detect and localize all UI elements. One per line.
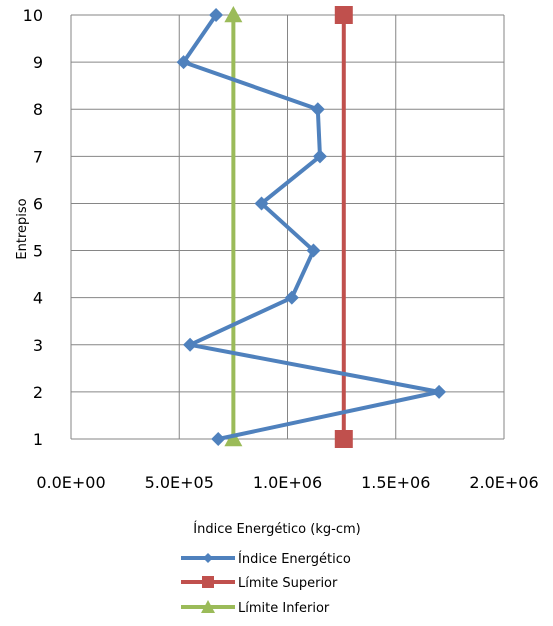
y-tick-label: 2	[33, 383, 43, 402]
x-tick-label: 0.0E+00	[36, 473, 105, 492]
data-point-diamond	[284, 290, 299, 305]
plot-series	[176, 6, 447, 448]
data-point-triangle	[224, 6, 243, 23]
legend-item: Índice Energético	[181, 551, 351, 567]
data-point-diamond	[312, 149, 327, 164]
data-point-diamond	[211, 432, 226, 446]
y-tick-label: 1	[33, 430, 43, 449]
series-line	[181, 13, 442, 441]
legend-label: Índice Energético	[238, 551, 351, 567]
data-point-diamond	[209, 8, 224, 22]
x-tick-label: 1.0E+06	[253, 473, 322, 492]
data-point-diamond	[176, 55, 191, 70]
legend-marker	[201, 600, 215, 613]
x-tick-label: 5.0E+05	[145, 473, 214, 492]
y-tick-label: 3	[33, 336, 43, 355]
series-2	[224, 6, 243, 447]
legend: Índice Energético Límite Superior Límite I…	[181, 551, 351, 616]
y-tick-label: 10	[23, 6, 43, 25]
y-tick-label: 7	[33, 147, 43, 166]
x-axis-ticks: 0.0E+00 5.0E+05 1.0E+06 1.5E+06 2.0E+06	[36, 473, 538, 492]
legend-item: Límite Superior	[181, 576, 338, 591]
legend-marker	[203, 553, 213, 563]
y-tick-label: 4	[33, 289, 43, 308]
data-point-diamond	[310, 102, 325, 117]
series-1	[334, 6, 353, 448]
y-tick-label: 9	[33, 53, 43, 72]
x-axis-title: Índice Energético (kg-cm)	[193, 521, 360, 537]
legend-item: Límite Inferior	[181, 600, 330, 616]
legend-label: Límite Inferior	[238, 601, 330, 616]
data-point-triangle	[224, 430, 243, 447]
data-point-diamond	[183, 337, 198, 352]
data-point-square	[334, 6, 353, 24]
y-tick-label: 8	[33, 100, 43, 119]
data-point-diamond	[254, 196, 269, 211]
data-point-diamond	[306, 243, 321, 258]
x-tick-label: 1.5E+06	[361, 473, 430, 492]
y-tick-label: 5	[33, 242, 43, 261]
y-tick-label: 6	[33, 194, 43, 213]
x-tick-label: 2.0E+06	[469, 473, 538, 492]
legend-label: Límite Superior	[238, 576, 338, 591]
y-axis-ticks: 1 2 3 4 5 6 7 8 9 10	[23, 6, 43, 449]
y-axis-title: Entrepiso	[15, 198, 30, 259]
series-0	[176, 8, 447, 446]
data-point-diamond	[432, 384, 447, 399]
data-point-square	[334, 430, 353, 448]
legend-marker	[202, 576, 214, 588]
